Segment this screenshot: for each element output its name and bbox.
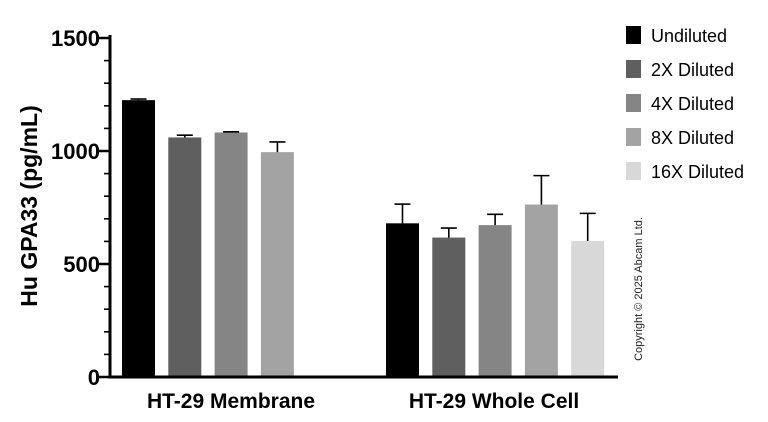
legend-swatch [626,26,641,44]
legend-swatch [626,162,641,180]
legend-label: 16X Diluted [651,162,744,182]
x-group-label: HT-29 Membrane [147,390,315,413]
y-ticks-layer [99,36,110,379]
bar-8x-diluted-group-2 [524,204,558,377]
legend-label: Undiluted [651,26,727,46]
y-tick-label: 1000 [51,139,100,164]
bar-16x-diluted-group-2 [571,240,605,377]
y-tick-labels-layer: 0 500 1000 1500 [51,26,100,390]
bar-4x-diluted-group-2 [478,225,512,377]
x-group-label: HT-29 Whole Cell [409,390,579,413]
bar-4x-diluted-group-1 [214,132,248,377]
bars-layer [122,100,605,378]
bar-2x-diluted-group-1 [168,137,202,377]
y-tick-label: 0 [88,365,100,390]
copyright-text: Copyright © 2025 Abcam Ltd. [633,217,645,361]
y-tick-label: 500 [63,252,100,277]
error-bars-layer [130,98,596,241]
group-labels-layer: HT-29 Membrane HT-29 Whole Cell [147,390,579,413]
legend: Undiluted 2X Diluted 4X Diluted 8X Diluted 1… [626,26,744,182]
legend-label: 8X Diluted [651,128,734,148]
legend-label: 4X Diluted [651,94,734,114]
bar-undiluted-group-2 [386,223,419,377]
bar-8x-diluted-group-1 [260,152,294,377]
legend-swatch [626,128,641,146]
legend-swatch [626,94,641,112]
bar-2x-diluted-group-2 [432,237,466,377]
y-tick-label: 1500 [51,26,100,51]
legend-swatch [626,60,641,78]
bar-undiluted-group-1 [122,100,155,378]
y-axis-label: Hu GPA33 (pg/mL) [16,105,42,306]
legend-label: 2X Diluted [651,60,734,80]
